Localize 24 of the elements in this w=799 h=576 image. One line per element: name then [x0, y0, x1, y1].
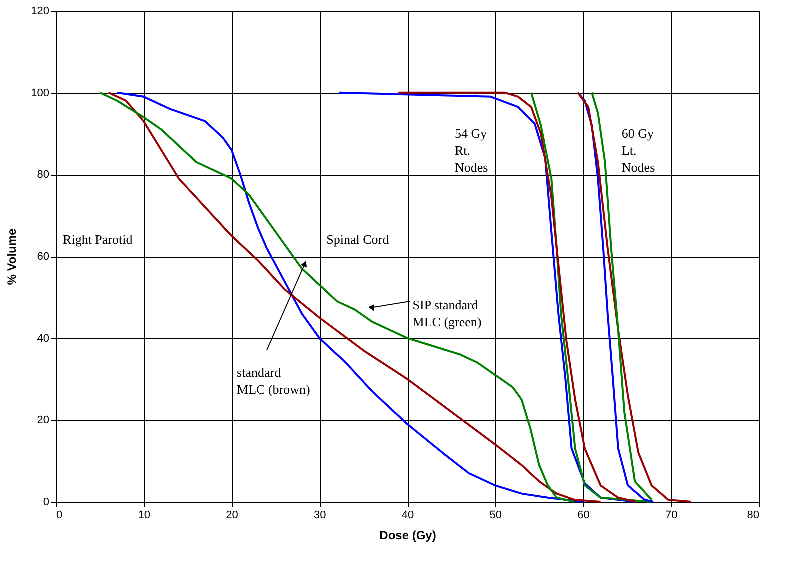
annotation: Spinal Cord — [326, 232, 390, 248]
y-tick-label: 40 — [37, 332, 50, 345]
annotation: 60 Gy Lt. Nodes — [622, 126, 656, 175]
y-tick-label: 80 — [37, 169, 50, 182]
annotation: standard MLC (brown) — [237, 365, 310, 398]
x-tick-label: 60 — [578, 510, 590, 522]
x-tick-label: 10 — [138, 510, 150, 522]
y-tick-label: 60 — [37, 251, 50, 263]
annotation: 54 Gy Rt. Nodes — [454, 126, 488, 175]
y-tick-label: 0 — [43, 496, 50, 508]
x-tick-label: 80 — [747, 510, 760, 522]
x-tick-label: 50 — [490, 510, 502, 522]
x-tick-label: 70 — [666, 510, 678, 522]
x-tick-label: 40 — [402, 510, 414, 522]
y-tick-label: 120 — [31, 6, 50, 18]
x-tick-label: 20 — [226, 510, 238, 522]
y-tick-label: 20 — [37, 414, 50, 427]
x-tick-label: 30 — [314, 510, 326, 522]
y-axis-title: % Volume — [5, 228, 20, 286]
y-tick-label: 100 — [31, 87, 50, 100]
x-axis-title: Dose (Gy) — [380, 528, 436, 542]
x-tick-label: 0 — [56, 510, 63, 522]
annotation: Right Parotid — [63, 232, 134, 248]
annotation: SIP standard MLC (green) — [412, 298, 482, 330]
